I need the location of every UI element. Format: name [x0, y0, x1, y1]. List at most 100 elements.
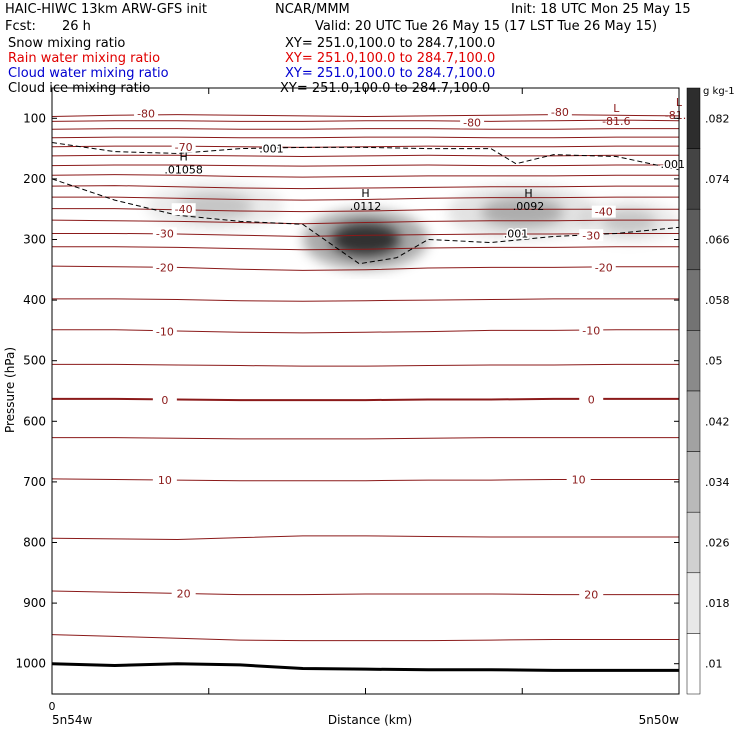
extremum-value: .0112	[350, 200, 382, 213]
contour-label: -30	[582, 229, 600, 242]
contour-label-bg	[566, 473, 591, 486]
colorbar: .082 .074 .066 .058 .05 .042 .034 .026 .018 .01 g …	[686, 86, 735, 695]
colorbar-segment	[686, 511, 701, 574]
y-tick-label: 900	[23, 596, 46, 610]
extremum-value: -81.6	[602, 115, 630, 128]
forecast-label: Fcst:	[5, 19, 36, 34]
extremum-letter: L	[613, 102, 620, 115]
colorbar-segment	[686, 208, 701, 271]
org-label: NCAR/MMM	[275, 2, 350, 17]
contour-label-bg	[171, 587, 196, 600]
contour-label-bg	[171, 140, 196, 153]
contour-label: 20	[177, 587, 191, 600]
cloud-outline-label: .001	[259, 143, 284, 156]
cloud-outline-contour	[52, 142, 679, 265]
temperature-contour	[52, 634, 679, 642]
colorbar-label: .026	[705, 537, 730, 550]
cloud-outline-label: .001	[504, 227, 529, 240]
contour-label-bg	[579, 229, 604, 242]
colorbar-segment	[686, 330, 701, 392]
contour-label-bg	[591, 205, 616, 218]
temperature-contour	[52, 119, 679, 122]
colorbar-label: .082	[705, 112, 730, 125]
y-tick-label: 300	[23, 233, 46, 247]
x-axis	[51, 88, 680, 694]
shading-blob-core	[480, 197, 564, 228]
colorbar-label: .074	[705, 173, 730, 186]
contour-label-bg	[547, 106, 572, 119]
cloud-outline-label: .001	[660, 158, 685, 171]
contour-label-bg	[460, 116, 485, 129]
contour-label: 0	[161, 394, 168, 407]
y-axis-title: Pressure (hPa)	[3, 347, 17, 433]
forecast-hour: 26 h	[62, 19, 91, 34]
extremum-letter: H	[180, 151, 188, 164]
valid-time: Valid: 20 UTC Tue 26 May 15 (17 LST Tue …	[315, 19, 658, 34]
x-left-endpoint: 5n54w	[52, 713, 93, 727]
colorbar-segment	[686, 633, 701, 695]
contour-label-bg	[134, 107, 159, 120]
temperature-contour	[52, 437, 679, 440]
mixing-ratio-shading	[146, 181, 679, 270]
field-name-cloud-water: Cloud water mixing ratio	[8, 66, 169, 81]
temperature-contour	[52, 363, 679, 367]
cloud-outline-lower	[52, 178, 679, 265]
contour-label-bg	[579, 324, 604, 337]
contour-label: -70	[175, 141, 193, 154]
colorbar-label: .066	[705, 234, 730, 247]
field-xy-rain: XY= 251.0,100.0 to 284.7,100.0	[285, 51, 496, 66]
colorbar-segment	[686, 572, 701, 634]
temperature-contour	[52, 208, 679, 213]
model-title: HAIC-HIWC 13km ARW-GFS init	[5, 2, 207, 17]
x-right-endpoint: 5n50w	[639, 713, 680, 727]
colorbar-label: .042	[705, 415, 730, 428]
temperature-contour	[52, 145, 679, 148]
contour-label-bg	[152, 261, 177, 274]
temperature-contour	[52, 174, 679, 178]
temperature-contour	[52, 136, 679, 139]
surface-pressure	[52, 662, 679, 672]
y-tick-label: 1000	[15, 657, 46, 671]
contour-label: -80	[463, 117, 481, 130]
temperature-contour	[52, 219, 679, 225]
contour-label-bg	[171, 203, 196, 216]
temperature-contour	[52, 164, 679, 167]
contour-label: -30	[156, 227, 174, 240]
field-xy-snow: XY= 251.0,100.0 to 284.7,100.0	[285, 36, 496, 51]
colorbar-segment	[686, 269, 701, 331]
temperature-contour	[52, 246, 679, 251]
contour-label-bg	[579, 588, 604, 601]
contour-label-bg	[152, 474, 177, 487]
colorbar-label: .018	[705, 597, 730, 610]
field-name-rain: Rain water mixing ratio	[8, 51, 161, 66]
colorbar-label: .01	[705, 658, 723, 671]
extremum-value: .0092	[513, 200, 545, 213]
contour-label-bg	[579, 393, 604, 406]
contour-label: -40	[175, 203, 193, 216]
y-tick-label: 400	[23, 293, 46, 307]
colorbar-label: .05	[705, 355, 723, 368]
contour-label-bg	[591, 261, 616, 274]
contour-label: -40	[595, 206, 613, 219]
colorbar-segment	[686, 451, 701, 513]
x-tick-zero: 0	[49, 700, 56, 713]
contour-label: 10	[158, 474, 172, 487]
y-tick-label: 700	[23, 475, 46, 489]
init-time: Init: 18 UTC Mon 25 May 15	[511, 2, 691, 17]
contour-label: -10	[582, 324, 600, 337]
colorbar-segment	[686, 148, 701, 210]
colorbar-unit: g kg-1	[703, 86, 735, 97]
temperature-contour	[52, 185, 679, 190]
colorbar-label: .058	[705, 294, 730, 307]
temperature-contour	[52, 535, 679, 540]
contour-label: -20	[595, 261, 613, 274]
plot-frame	[51, 87, 680, 695]
surface-pressure-line	[52, 662, 679, 672]
extremum-letter: H	[524, 187, 532, 200]
y-tick-label: 500	[23, 354, 46, 368]
y-tick-label: 600	[23, 414, 46, 428]
contour-label: -80	[551, 106, 569, 119]
shading-blob-core	[331, 222, 400, 257]
